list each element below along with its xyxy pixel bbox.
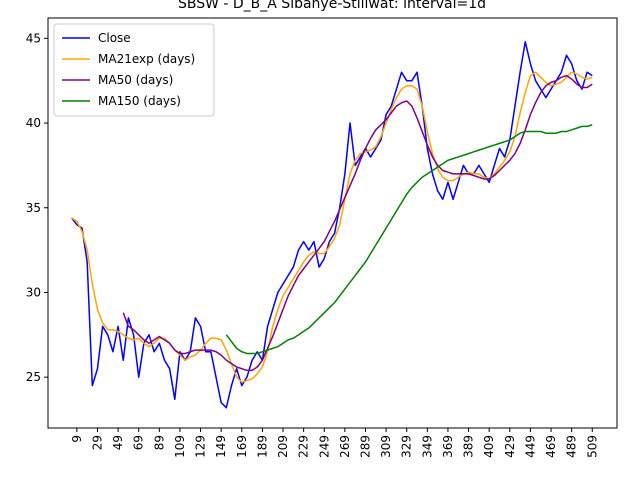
x-tick-label: 9: [70, 435, 84, 443]
x-tick-label: 469: [544, 435, 558, 458]
x-tick-label: 229: [297, 435, 311, 458]
x-tick-label: 289: [358, 435, 372, 458]
legend-label: MA150 (days): [98, 94, 181, 108]
y-tick-label: 30: [26, 285, 41, 299]
series-line: [122, 74, 593, 372]
x-tick-label: 509: [585, 435, 599, 458]
plot-frame: [47, 17, 618, 429]
series-line: [71, 71, 593, 384]
legend: Close MA21exp (days) MA50 (days) MA150 (day…: [53, 23, 215, 117]
y-tick-label: 35: [26, 201, 41, 215]
y-tick-label: 45: [26, 31, 41, 45]
x-tick-label: 329: [400, 435, 414, 458]
x-tick-label: 69: [132, 435, 146, 450]
x-tick-label: 49: [111, 435, 125, 450]
series-line: [71, 40, 593, 409]
x-tick-label: 29: [90, 435, 104, 450]
x-tick-label: 169: [235, 435, 249, 458]
x-tick-label: 429: [503, 435, 517, 458]
x-tick-label: 269: [338, 435, 352, 458]
x-tick-label: 209: [276, 435, 290, 458]
x-tick-label: 189: [255, 435, 269, 458]
y-tick-label: 25: [26, 370, 41, 384]
x-tick-label: 349: [420, 435, 434, 458]
legend-label: Close: [98, 31, 131, 45]
x-tick-label: 89: [152, 435, 166, 450]
x-tick-label: 129: [194, 435, 208, 458]
x-tick-label: 409: [482, 435, 496, 458]
x-tick-label: 109: [173, 435, 187, 458]
x-tick-label: 389: [462, 435, 476, 458]
x-tick-label: 149: [214, 435, 228, 458]
x-tick-label: 489: [565, 435, 579, 458]
y-tick-label: 40: [26, 116, 41, 130]
series-line: [225, 124, 593, 355]
x-tick-label: 309: [379, 435, 393, 458]
x-tick-label: 249: [317, 435, 331, 458]
x-tick-label: 369: [441, 435, 455, 458]
chart-title: SBSW - D_B_A Sibanye-Stillwat: interval=…: [178, 0, 486, 12]
legend-label: MA50 (days): [98, 73, 173, 87]
x-tick-label: 449: [523, 435, 537, 458]
legend-label: MA21exp (days): [98, 52, 195, 66]
legend-box: [53, 23, 215, 117]
